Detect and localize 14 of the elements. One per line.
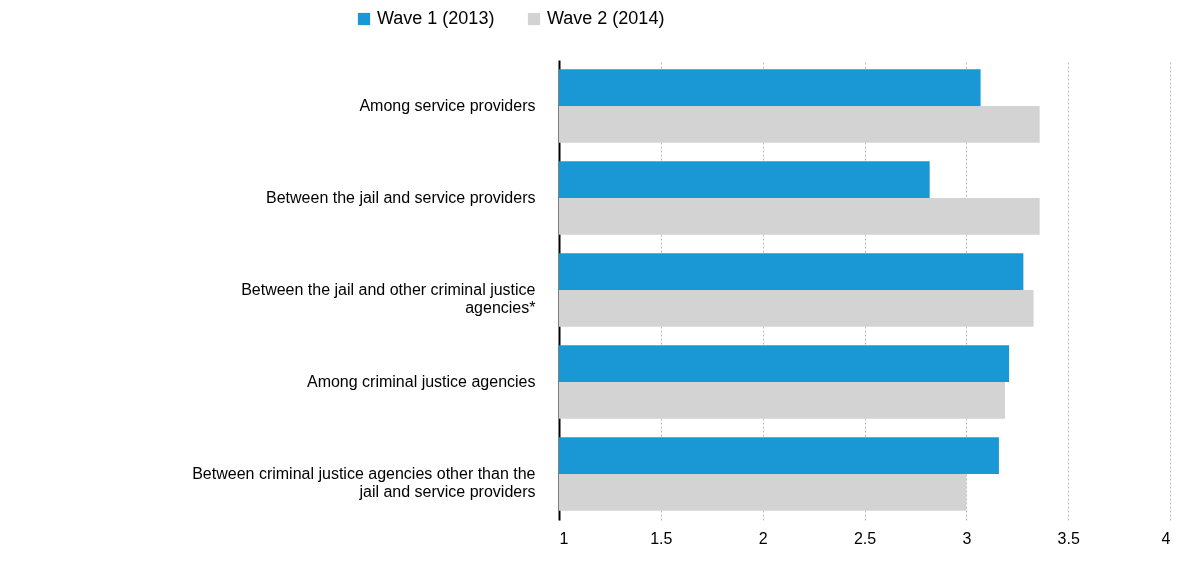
y-tick-label: Between criminal justice agencies other than the jail and service providers xyxy=(192,465,536,500)
legend-label: Wave 2 (2014) xyxy=(547,8,665,28)
x-tick-label: 1.5 xyxy=(650,529,673,547)
y-tick-label: Between the jail and other criminal justice agencies* xyxy=(241,281,536,316)
legend-label: Wave 1 (2013) xyxy=(377,8,495,28)
x-tick-label: 4 xyxy=(1161,529,1171,547)
x-tick-label: 1 xyxy=(559,529,569,547)
y-tick-label: Among criminal justice agencies xyxy=(306,373,536,390)
x-tick-label: 2 xyxy=(758,529,768,547)
x-tick-label: 3.5 xyxy=(1057,529,1080,547)
x-tick-label: 2.5 xyxy=(853,529,877,547)
x-tick-label: 3 xyxy=(962,529,972,547)
y-tick-label: Among service providers xyxy=(359,97,536,114)
y-tick-label: Between the jail and service providers xyxy=(266,189,536,206)
